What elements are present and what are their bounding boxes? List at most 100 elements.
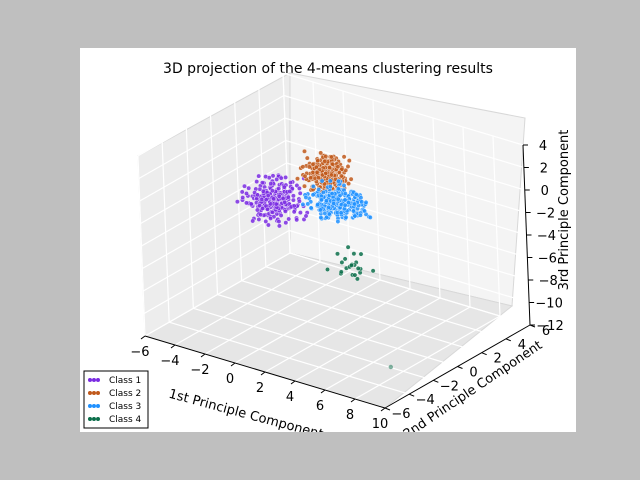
y-grid-floor [168, 321, 410, 395]
x-tick [170, 344, 176, 349]
data-point [234, 199, 240, 205]
data-point [285, 194, 291, 200]
data-point [327, 178, 333, 184]
data-point [348, 176, 354, 182]
data-point [335, 196, 341, 202]
x-tick-label: −2 [190, 363, 209, 378]
data-point [322, 210, 328, 216]
data-point [346, 158, 352, 164]
data-point [343, 214, 349, 220]
z-tick-label: −6 [538, 252, 557, 267]
chart-title: 3D projection of the 4-means clustering … [163, 61, 493, 77]
data-point [303, 194, 309, 200]
y-tick-label: 4 [518, 338, 526, 353]
data-point [271, 196, 277, 202]
z-tick-label: 2 [540, 162, 548, 177]
series-class-1 [234, 172, 310, 229]
data-point [242, 183, 247, 189]
data-point [302, 173, 308, 179]
legend-marker [88, 391, 92, 395]
data-point [246, 185, 252, 191]
data-point [280, 196, 286, 201]
data-point [256, 216, 262, 222]
data-point [342, 197, 348, 203]
data-point [341, 183, 347, 188]
z-grid-back [288, 229, 530, 304]
y-grid-floor [265, 266, 507, 340]
legend-marker [96, 404, 100, 408]
y-tick [384, 407, 391, 411]
x-tick [350, 398, 356, 403]
x-tick-label: 10 [372, 417, 389, 432]
x-tick [230, 362, 236, 367]
data-point [283, 174, 289, 180]
data-point [278, 175, 284, 181]
data-point [250, 218, 256, 224]
y-grid-floor [193, 307, 434, 381]
legend-label: Class 3 [109, 402, 141, 412]
data-point [314, 169, 320, 175]
legend-marker [96, 391, 100, 395]
data-point [315, 175, 321, 181]
z-grid-left [137, 72, 284, 157]
data-point [345, 244, 351, 250]
figure: 3D projection of the 4-means clustering … [80, 48, 576, 432]
z-tick-label: 0 [541, 184, 549, 199]
data-point [265, 193, 271, 198]
data-point [358, 251, 364, 257]
data-point [300, 201, 306, 207]
x-tick [290, 380, 296, 385]
data-point [273, 201, 279, 207]
data-point [302, 183, 307, 189]
z-grid-left [143, 229, 290, 315]
data-point [355, 265, 361, 271]
z-grid-left [138, 94, 285, 180]
y-tick [433, 379, 439, 383]
legend: Class 1 Class 2 Class 3 Class 4 [83, 370, 149, 429]
data-point [313, 164, 319, 170]
data-point [345, 164, 351, 169]
data-point [339, 259, 345, 265]
legend-marker [88, 404, 92, 408]
x-tick-label: 4 [286, 390, 294, 405]
data-point [318, 215, 324, 221]
data-point [287, 188, 293, 194]
data-point [276, 223, 282, 229]
y-tick-label: −6 [391, 407, 410, 422]
x-tick [200, 353, 206, 358]
data-point [270, 209, 275, 215]
x-tick-label: 8 [346, 408, 354, 423]
z-grid-back [284, 117, 525, 191]
legend-marker [92, 391, 96, 395]
data-point [322, 158, 328, 164]
z-grid-back [282, 72, 524, 146]
x-axis-label: 1st Principle Component [167, 387, 325, 432]
legend-marker [88, 378, 92, 382]
series-class-3 [300, 178, 373, 224]
data-point [255, 192, 260, 198]
data-point [240, 195, 246, 201]
data-point [276, 193, 282, 199]
y-tick-label: 6 [542, 324, 550, 339]
data-point [358, 195, 364, 201]
data-point [239, 189, 245, 195]
data-point [329, 191, 335, 197]
data-point [335, 219, 341, 224]
z-grid-left [139, 117, 286, 202]
data-point [263, 197, 269, 203]
data-point [352, 201, 357, 207]
data-point [335, 251, 340, 257]
data-point [315, 158, 321, 164]
data-point [370, 268, 376, 274]
data-point [339, 166, 345, 172]
y-tick [408, 393, 415, 397]
data-point [331, 201, 337, 206]
data-points [234, 148, 394, 370]
z-grid-back [283, 94, 525, 169]
data-point [359, 199, 365, 205]
data-point [268, 215, 274, 221]
legend-marker [88, 417, 92, 421]
data-point [291, 203, 297, 209]
data-point [338, 210, 344, 216]
z-grid-back [289, 252, 531, 326]
